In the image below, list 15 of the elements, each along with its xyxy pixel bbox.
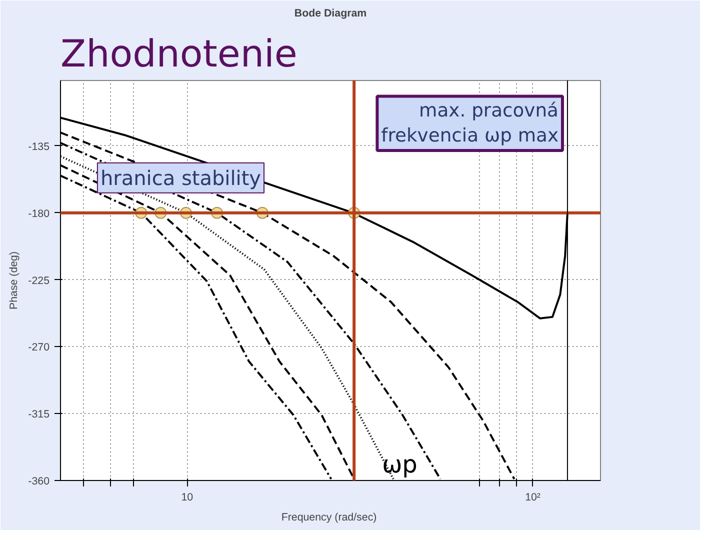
- y-tick-label: -360: [28, 476, 50, 488]
- y-tick-label: -315: [28, 408, 50, 421]
- ref-line-label: max. pracovná frekvencia ωp max: [381, 100, 558, 146]
- x-tick-label: 10²: [525, 492, 541, 504]
- chart-title: Zhodnotenie: [60, 32, 298, 76]
- y-tick-label: -180: [28, 208, 50, 220]
- chart-subtitle: Bode Diagram: [294, 8, 367, 20]
- y-tick-label: -270: [28, 342, 50, 354]
- x-axis-title: Frequency (rad/sec): [281, 512, 377, 524]
- x-tick-label: 10: [181, 492, 194, 504]
- y-tick-label: -225: [28, 274, 50, 287]
- y-tick-label: -135: [28, 140, 50, 153]
- y-axis-title: Phase (deg): [8, 251, 20, 310]
- ref-line-label: ωp: [382, 450, 418, 478]
- ref-line-label: hranica stability: [100, 166, 262, 190]
